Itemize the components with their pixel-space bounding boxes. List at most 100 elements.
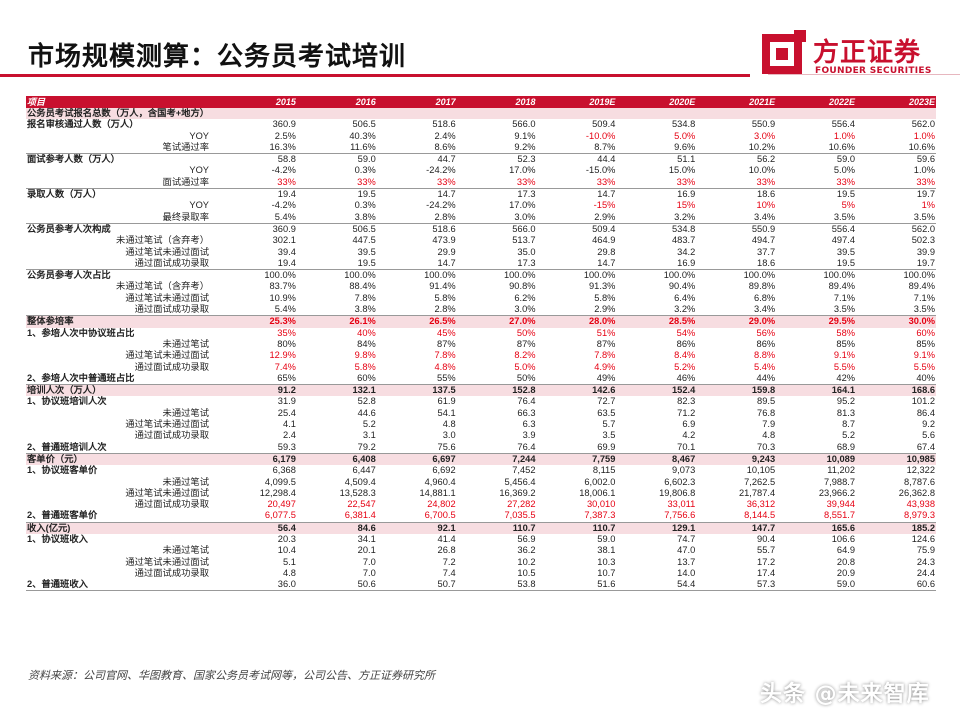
table-cell: 86.4 [916, 407, 935, 418]
table-row: 笔试通过率 16.3% 11.6% 8.6% 9.2% 8.7% 9.6% 10.2% 10.6… [26, 141, 936, 155]
table-cell: 24.4 [916, 567, 935, 578]
table-cell: 5.6 [922, 430, 935, 441]
table-cell: 3.5% [856, 211, 936, 224]
table-cell: 51% [596, 327, 616, 338]
row-label: 笔试通过率 [26, 141, 218, 155]
table-cell: 7.0 [362, 556, 376, 567]
table-cell: 3.5% [856, 304, 936, 317]
table-row: 1、协议班收入 20.3 34.1 41.4 56.9 59.0 74.7 90.4 106.6… [26, 534, 936, 545]
table-cell: 28.5% [616, 315, 697, 328]
table-cell: 84% [357, 338, 376, 349]
row-label: 通过面试成功录取 [134, 430, 210, 441]
table-cell: 14.0 [677, 567, 696, 578]
table-cell: 6,408 [296, 453, 377, 466]
table-cell: 52.8 [357, 396, 376, 407]
table-cell [376, 108, 457, 120]
table-cell: 513.7 [512, 235, 536, 246]
table-cell: 50% [456, 372, 537, 386]
table-cell: 9.6% [616, 141, 697, 155]
table-cell: 59.6 [916, 154, 935, 165]
table-cell: 66.3 [517, 407, 536, 418]
table-cell: 85% [836, 338, 856, 349]
table-cell: 2.9% [536, 211, 617, 224]
table-row: 通过面试成功录取 5.4% 3.8% 2.8% 3.0% 2.9% 3.2% 3.4% 3.5%… [26, 304, 936, 317]
table-cell: 3.4% [696, 211, 777, 224]
table-cell: 6,077.5 [217, 510, 297, 523]
table-cell: 506.5 [352, 223, 376, 234]
table-row: 公务员参考人次构成 360.9 506.5 518.6 566.0 509.4 534.8 5… [26, 223, 936, 235]
table-cell: 7.1% [833, 292, 856, 303]
table-cell: 6.8% [753, 292, 776, 303]
table-cell: 46% [616, 372, 697, 386]
table-cell: 56.4 [217, 522, 297, 534]
table-cell: 9.8% [354, 350, 376, 361]
table-cell: 10.4 [277, 545, 296, 556]
table-cell: 5.2 [842, 430, 856, 441]
table-cell: 54% [676, 327, 696, 338]
header-year: 2023E [856, 96, 936, 108]
table-cell: 25.3% [217, 315, 297, 328]
market-size-table: 项目 2015 2016 2017 2018 2019E 2020E 2021E 2022E 20… [26, 96, 936, 592]
table-cell: 12.9% [269, 350, 296, 361]
table-cell: 64.9 [836, 545, 856, 556]
table-cell: 14.7 [437, 189, 456, 200]
table-cell: 20,497 [267, 499, 296, 510]
table-cell: 473.9 [432, 235, 456, 246]
row-label: 1、协议班培训人次 [27, 396, 107, 407]
table-cell: 16.9 [616, 257, 697, 271]
row-label: 收入(亿元) [26, 522, 218, 534]
table-cell: 497.4 [831, 235, 856, 246]
table-cell: 87% [516, 338, 536, 349]
table-cell: 509.4 [592, 119, 616, 130]
table-cell: -4.2% [271, 200, 296, 211]
table-cell: 5.5% [833, 361, 856, 372]
table-row: 收入(亿元) 56.4 84.6 92.1 110.7 110.7 129.1 147.7 16… [26, 522, 936, 534]
table-cell: 45% [437, 327, 456, 338]
table-cell: 39.9 [916, 246, 935, 257]
table-cell: 9.1% [833, 350, 856, 361]
table-cell: 18.6 [757, 189, 776, 200]
table-row: 通过面试成功录取 2.4 3.1 3.0 3.9 3.5 4.2 4.8 5.2 5.6 [26, 430, 936, 441]
table-cell: 34.2 [677, 246, 696, 257]
row-label: 1、协议班收入 [27, 533, 88, 544]
table-cell: 100.0% [503, 270, 536, 281]
table-cell: 59.3 [217, 441, 297, 454]
table-cell: 17.2 [757, 556, 776, 567]
table-cell [696, 108, 777, 120]
table-cell: 2.8% [376, 211, 457, 224]
table-cell: 6,602.3 [664, 476, 696, 487]
table-cell: 51.1 [677, 154, 696, 165]
table-row: 1、协议班培训人次 31.9 52.8 61.9 76.4 72.7 82.3 89.5 95.… [26, 396, 936, 407]
table-row: 通过面试成功录取 7.4% 5.8% 4.8% 5.0% 4.9% 5.2% 5.4% 5.5%… [26, 362, 936, 373]
table-cell: 1.0% [913, 130, 935, 141]
table-cell: 5.4% [217, 304, 297, 317]
table-cell: 61.9 [437, 396, 456, 407]
table-cell: 110.7 [536, 522, 617, 534]
watermark: 头条 @未来智库 [760, 682, 930, 707]
table-cell: 152.8 [456, 384, 537, 397]
table-cell: 59.0 [776, 579, 857, 592]
table-row: 最终录取率 5.4% 3.8% 2.8% 3.0% 2.9% 3.2% 3.4% 3.5% 3.5… [26, 211, 936, 224]
row-label: 通过面试成功录取 [26, 304, 218, 317]
table-cell: 14.7 [376, 257, 457, 271]
table-cell: 70.3 [696, 441, 777, 454]
table-cell: 302.1 [272, 235, 296, 246]
table-cell: 7,988.7 [823, 476, 856, 487]
table-cell: 100.0% [344, 270, 376, 281]
table-cell: 8.2% [514, 350, 536, 361]
row-label: 面试参考人数（万人） [27, 154, 120, 165]
table-cell: 14.7 [597, 189, 616, 200]
table-cell: 18,006.1 [579, 487, 616, 498]
table-cell: 29.8 [597, 246, 616, 257]
founder-logo-icon [762, 30, 806, 74]
row-label: YOY [189, 130, 210, 141]
table-cell: 10,985 [856, 453, 936, 466]
table-cell: 91.4% [429, 281, 456, 292]
table-cell: 100.0% [424, 270, 456, 281]
table-cell: 7.1% [913, 292, 935, 303]
row-label: 未通过笔试（含弃考） [116, 281, 210, 292]
row-label: 公务员参考人次构成 [27, 223, 111, 234]
table-cell: 90.4 [757, 533, 776, 544]
table-cell: 38.1 [597, 545, 616, 556]
table-cell: 3.8% [296, 211, 377, 224]
